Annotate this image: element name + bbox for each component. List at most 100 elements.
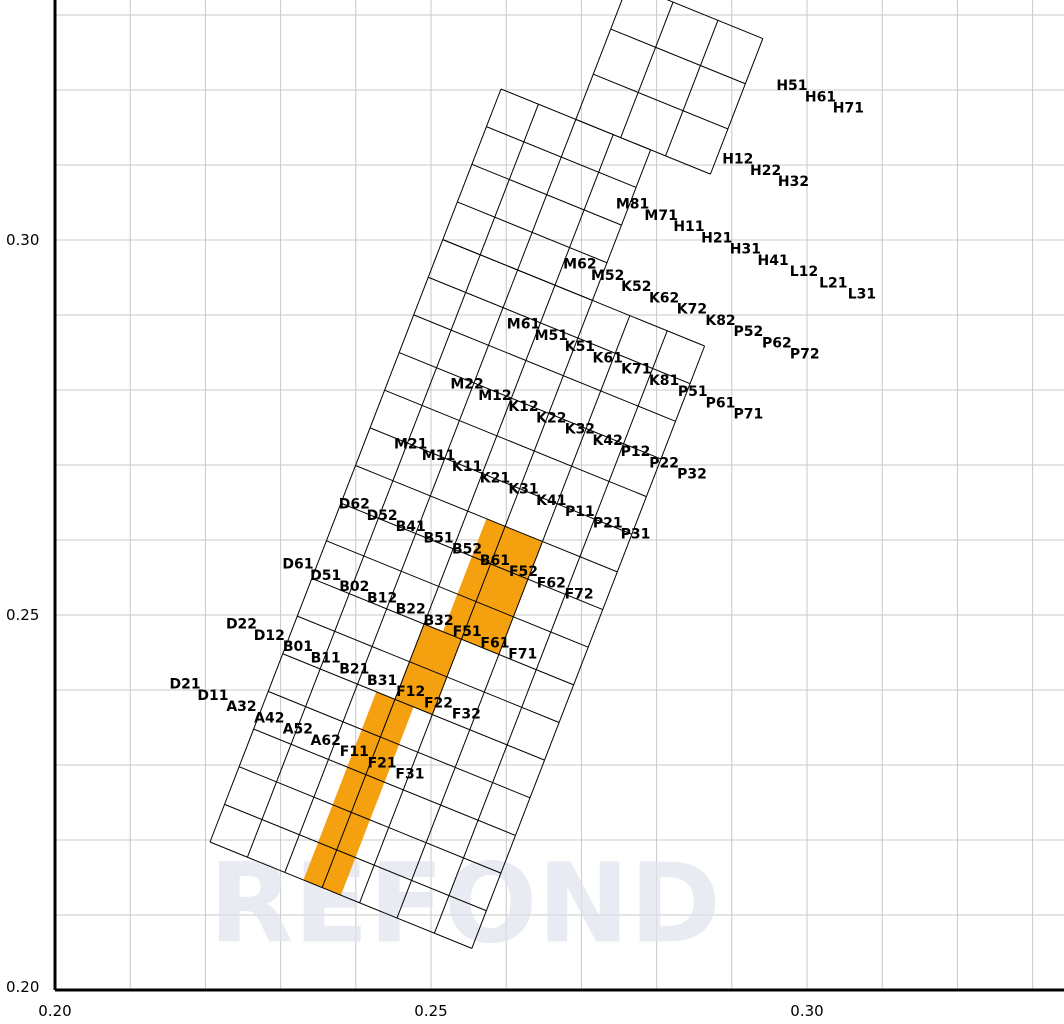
bin-edge <box>326 540 589 648</box>
bin-label-k51: K51 <box>565 339 595 355</box>
bin-label-l12: L12 <box>790 264 818 280</box>
bin-label-h41: H41 <box>758 253 789 269</box>
bin-label-p31: P31 <box>621 527 651 543</box>
bin-label-f52: F52 <box>509 564 538 580</box>
bin-edge <box>369 427 633 535</box>
bin-edge <box>666 0 764 40</box>
x-tick-label: 0.20 <box>38 1002 71 1020</box>
bin-label-p72: P72 <box>790 347 820 363</box>
bin-edge <box>709 38 764 175</box>
bin-edge <box>428 276 691 385</box>
bin-edge <box>398 352 662 460</box>
bin-label-k22: K22 <box>536 410 566 426</box>
bin-label-k82: K82 <box>705 313 735 329</box>
bin-label-b31: B31 <box>367 673 397 689</box>
axes <box>53 0 1064 992</box>
bin-edge <box>238 766 502 874</box>
x-tick-label: 0.30 <box>790 1002 823 1020</box>
highlighted-bin <box>442 518 543 655</box>
bin-label-d61: D61 <box>282 557 313 573</box>
bin-label-f62: F62 <box>537 575 566 591</box>
bin-label-b02: B02 <box>339 579 369 595</box>
bin-edge <box>486 126 637 188</box>
bin-label-b51: B51 <box>423 530 453 546</box>
bin-label-p61: P61 <box>706 395 736 411</box>
bin-label-m21: M21 <box>394 437 427 453</box>
bin-label-k12: K12 <box>508 399 538 415</box>
bin-label-k62: K62 <box>649 290 679 306</box>
bin-label-p62: P62 <box>762 335 792 351</box>
bin-label-m61: M61 <box>507 317 540 333</box>
bin-label-b32: B32 <box>423 613 453 629</box>
bin-label-a32: A32 <box>226 699 256 715</box>
bin-label-f61: F61 <box>480 635 509 651</box>
bin-label-h51: H51 <box>776 78 807 94</box>
bin-label-p22: P22 <box>649 455 679 471</box>
bin-label-k41: K41 <box>536 493 566 509</box>
bin-edge <box>413 314 676 422</box>
bin-edge <box>610 28 746 85</box>
bin-label-p52: P52 <box>733 324 763 340</box>
bin-label-h32: H32 <box>778 174 809 190</box>
bin-grid <box>209 0 764 949</box>
bin-edge <box>355 465 618 573</box>
bin-label-b22: B22 <box>396 602 426 618</box>
bin-label-p11: P11 <box>565 504 595 520</box>
bin-edge <box>253 728 516 836</box>
bin-label-d51: D51 <box>310 568 341 584</box>
bin-label-f72: F72 <box>565 587 594 603</box>
bin-label-b21: B21 <box>339 662 369 678</box>
bin-label-d11: D11 <box>197 688 228 704</box>
bin-label-d12: D12 <box>254 628 285 644</box>
bin-label-l31: L31 <box>848 287 876 303</box>
bin-label-f21: F21 <box>368 755 397 771</box>
bin-label-h12: H12 <box>722 152 753 168</box>
bin-edge <box>282 653 545 761</box>
bin-label-m12: M12 <box>478 388 511 404</box>
bin-label-f32: F32 <box>452 707 481 723</box>
bin-label-b12: B12 <box>367 590 397 606</box>
bin-edge <box>384 389 647 498</box>
bin-label-k32: K32 <box>565 422 595 438</box>
bin-label-k42: K42 <box>593 433 623 449</box>
bin-edge <box>457 201 608 264</box>
bin-label-k61: K61 <box>593 350 623 366</box>
bin-edge <box>442 239 593 301</box>
bin-label-h11: H11 <box>673 219 704 235</box>
bin-label-d21: D21 <box>170 677 201 693</box>
bin-label-h31: H31 <box>730 242 761 258</box>
bin-label-f11: F11 <box>340 744 369 760</box>
bin-label-m11: M11 <box>422 448 455 464</box>
bin-label-k72: K72 <box>677 302 707 318</box>
bin-edge <box>297 615 560 723</box>
bin-label-m22: M22 <box>450 377 483 393</box>
y-tick-label: 0.20 <box>6 978 39 996</box>
bin-label-k71: K71 <box>621 362 651 378</box>
bin-edge <box>665 20 719 157</box>
bin-edge <box>268 690 531 799</box>
bin-labels: H51H61H71H12H22H32M81M71H11H21H31H41L12L… <box>170 78 877 783</box>
bin-label-l21: L21 <box>819 275 847 291</box>
bin-label-f51: F51 <box>453 624 482 640</box>
bin-label-m62: M62 <box>563 257 596 273</box>
x-tick-label: 0.25 <box>414 1002 447 1020</box>
bin-label-d52: D52 <box>367 508 398 524</box>
bin-label-a42: A42 <box>254 710 284 726</box>
bin-label-h71: H71 <box>833 101 864 117</box>
bin-label-d62: D62 <box>339 497 370 513</box>
bin-label-m51: M51 <box>535 328 568 344</box>
bin-label-h22: H22 <box>750 163 781 179</box>
bin-label-k31: K31 <box>508 482 538 498</box>
bin-label-f12: F12 <box>396 684 425 700</box>
background-grid <box>55 0 1064 990</box>
bin-label-k21: K21 <box>480 470 510 486</box>
bin-label-b52: B52 <box>452 542 482 558</box>
bin-label-k81: K81 <box>649 373 679 389</box>
bin-label-b11: B11 <box>311 650 341 666</box>
bin-label-b61: B61 <box>480 553 510 569</box>
bin-edge <box>620 1 674 138</box>
bin-label-k11: K11 <box>452 459 482 475</box>
bin-label-f22: F22 <box>424 695 453 711</box>
bin-label-m71: M71 <box>644 208 677 224</box>
